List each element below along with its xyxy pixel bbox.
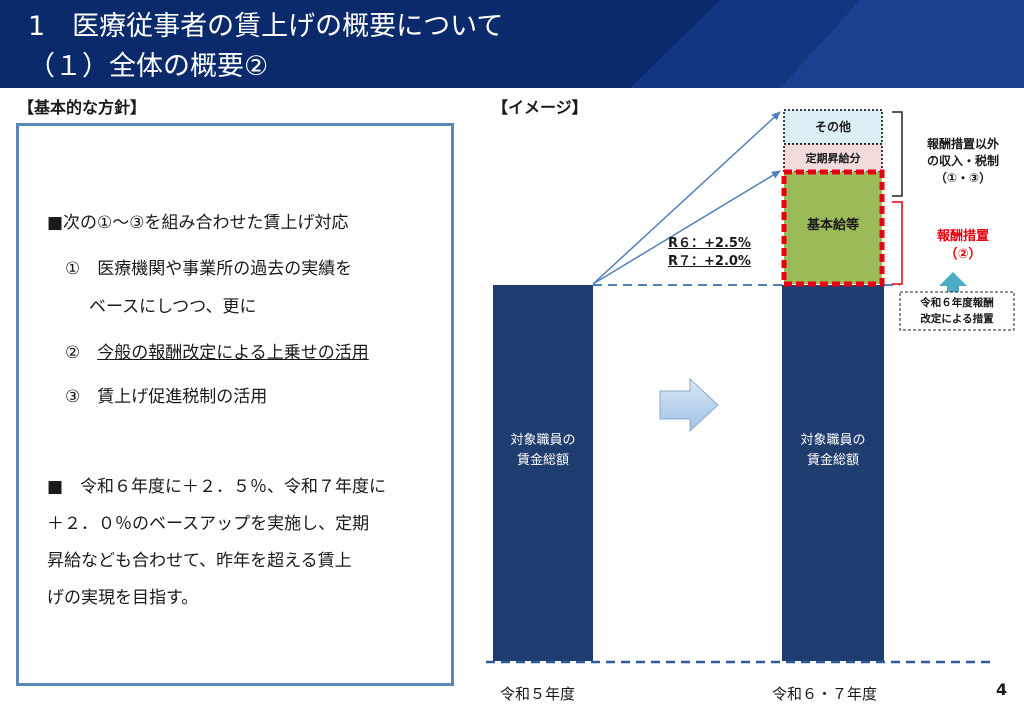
box-periodic-raise	[783, 143, 883, 173]
policy-paragraph-line3: 昇給なども合わせて、昨年を超える賃上	[47, 551, 352, 571]
bar-fy2023	[493, 285, 593, 661]
note-line1: 令和６年度報酬	[920, 297, 994, 309]
bracket-other-income-line1: 報酬措置以外	[926, 137, 999, 151]
x-label-fy2023: 令和５年度	[500, 685, 576, 703]
bar-fy2024-25-label-line2: 賃金総額	[806, 453, 859, 468]
transition-arrow	[659, 377, 719, 433]
box-base-pay-border	[781, 169, 885, 287]
slide-title-line2: （１）全体の概要②	[28, 51, 269, 82]
header-band: 1 医療従事者の賃上げの概要について （１）全体の概要②	[0, 0, 1024, 88]
policy-item2-number: ②	[65, 343, 98, 363]
policy-item2: ② 今般の報酬改定による上乗せの活用	[65, 338, 369, 363]
page-number: 4	[996, 680, 1008, 699]
note-box-text: 令和６年度報酬 改定による措置	[900, 295, 1014, 327]
policy-box: ■次の①～③を組み合わせた賃上げ対応 ① 医療機関や事業所の過去の実績を ベース…	[16, 123, 454, 686]
header-decoration	[630, 0, 1024, 88]
bar-fy2023-label-line1: 対象職員の	[510, 433, 576, 448]
policy-paragraph-line2: ＋２．０％のベースアップを実施し、定期	[47, 514, 370, 534]
policy-item3: ③ 賃上げ促進税制の活用	[65, 387, 268, 407]
policy-heading: 【基本的な方針】	[18, 98, 147, 117]
arrow-to-base	[592, 170, 781, 285]
note-line2: 改定による措置	[920, 313, 994, 325]
policy-item2-text: 今般の報酬改定による上乗せの活用	[97, 343, 369, 363]
bar-fy2023-label: 対象職員の 賃金総額	[493, 431, 593, 471]
bracket-other-income-line2: の収入・税制	[926, 154, 999, 168]
image-heading: 【イメージ】	[492, 98, 588, 117]
bracket-other-income-line3: （①・③）	[934, 171, 992, 185]
box-base-pay	[784, 172, 882, 284]
box-base-pay-label: 基本給等	[806, 218, 859, 233]
bracket-other-income	[892, 111, 903, 197]
bracket-remuneration-line1: 報酬措置	[936, 229, 989, 244]
policy-paragraph-line1: ■ 令和６年度に＋２．５％、令和７年度に	[47, 477, 387, 497]
bar-fy2023-label-line2: 賃金総額	[516, 453, 569, 468]
x-label-fy2024-25: 令和６・７年度	[772, 685, 878, 703]
teal-up-arrow	[939, 272, 967, 296]
policy-item1-line1: ① 医療機関や事業所の過去の実績を	[65, 259, 353, 279]
bar-fy2024-25	[782, 285, 884, 661]
box-periodic-raise-label: 定期昇給分	[805, 152, 861, 165]
bracket-remuneration	[892, 201, 903, 285]
bar-fy2024-25-label: 対象職員の 賃金総額	[782, 431, 884, 471]
bar-fy2024-25-label-line1: 対象職員の	[800, 433, 866, 448]
policy-intro: ■次の①～③を組み合わせた賃上げ対応	[47, 213, 349, 233]
arrow-to-other	[592, 111, 781, 285]
policy-item1-line2: ベースにしつつ、更に	[89, 297, 257, 317]
rate-r6: R６：+2.5%	[668, 236, 751, 251]
slide-title-line1: 1 医療従事者の賃上げの概要について	[28, 11, 504, 42]
box-other	[783, 109, 883, 145]
bracket-remuneration-line2: （②）	[944, 247, 982, 262]
bracket-other-income-text: 報酬措置以外 の収入・税制 （①・③）	[908, 136, 1018, 187]
policy-paragraph-line4: げの実現を目指す。	[47, 588, 199, 608]
note-box	[899, 291, 1015, 331]
box-other-label: その他	[814, 120, 851, 134]
rate-r7: R７：+2.0%	[668, 254, 751, 269]
bracket-remuneration-text: 報酬措置 （②）	[908, 228, 1018, 264]
